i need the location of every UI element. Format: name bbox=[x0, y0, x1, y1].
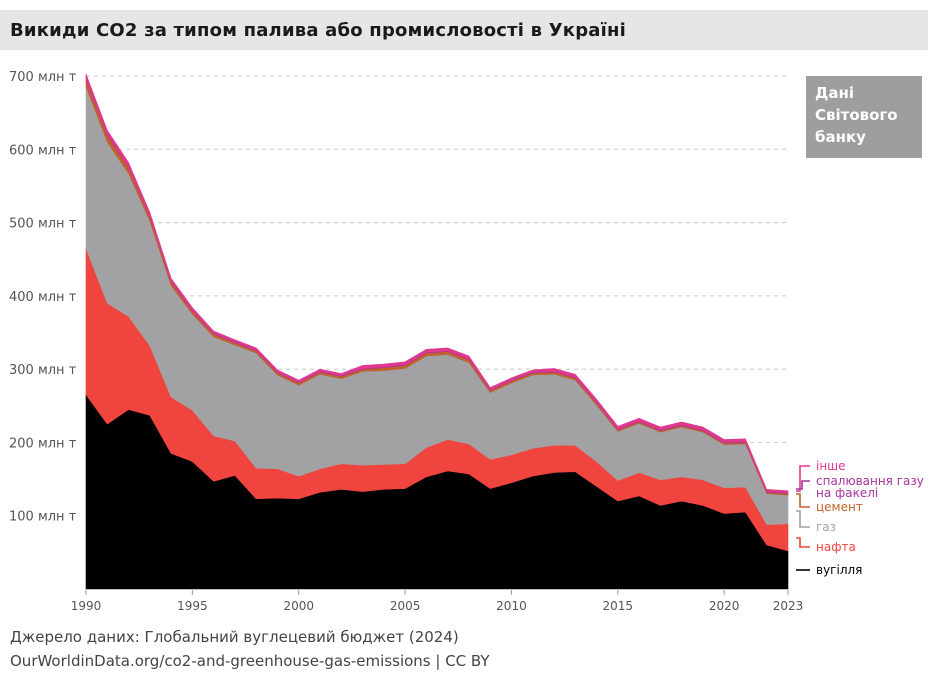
y-tick-label: 300 млн т bbox=[9, 363, 77, 378]
y-tick-label: 700 млн т bbox=[9, 70, 77, 85]
badge-line-1: Дані bbox=[815, 84, 854, 102]
x-tick-label: 1995 bbox=[177, 599, 208, 613]
y-tick-label: 200 млн т bbox=[9, 436, 77, 451]
legend-label-other: інше bbox=[816, 459, 846, 473]
legend-label-coal: вугілля bbox=[816, 563, 862, 577]
x-tick-label: 1990 bbox=[71, 599, 102, 613]
chart-title: Викиди CO2 за типом палива або промислов… bbox=[10, 20, 626, 41]
legend-connector-flaring bbox=[796, 480, 810, 490]
x-tick-label: 2020 bbox=[709, 599, 740, 613]
y-tick-label: 600 млн т bbox=[9, 143, 77, 158]
x-tick-label: 2015 bbox=[603, 599, 634, 613]
y-tick-label: 500 млн т bbox=[9, 217, 77, 232]
legend-label-cement: цемент bbox=[816, 500, 863, 514]
legend-label-flaring: спалювання газу bbox=[816, 474, 924, 488]
title-bar bbox=[0, 10, 928, 50]
x-tick-label: 2023 bbox=[773, 599, 804, 613]
badge-line-2: Світового bbox=[815, 106, 898, 124]
legend-label-flaring: на факелі bbox=[816, 486, 878, 500]
legend-label-gas: газ bbox=[816, 520, 836, 534]
x-tick-label: 2000 bbox=[283, 599, 314, 613]
legend-connector-oil bbox=[796, 537, 810, 548]
legend-connector-cement bbox=[796, 493, 810, 508]
legend-label-oil: нафта bbox=[816, 540, 856, 554]
x-tick-label: 2010 bbox=[496, 599, 527, 613]
y-tick-label: 400 млн т bbox=[9, 290, 77, 305]
world-bank-badge: Дані Світового банку bbox=[806, 76, 922, 158]
area-other bbox=[85, 73, 789, 494]
x-tick-label: 2005 bbox=[390, 599, 421, 613]
legend-connector-other bbox=[796, 465, 810, 492]
source-link[interactable]: OurWorldinData.org/co2-and-greenhouse-ga… bbox=[10, 652, 490, 670]
y-tick-label: 100 млн т bbox=[9, 510, 77, 525]
source-note: Джерело даних: Глобальний вуглецевий бюд… bbox=[10, 628, 459, 646]
badge-line-3: банку bbox=[815, 128, 866, 146]
legend-connector-gas bbox=[796, 510, 810, 528]
